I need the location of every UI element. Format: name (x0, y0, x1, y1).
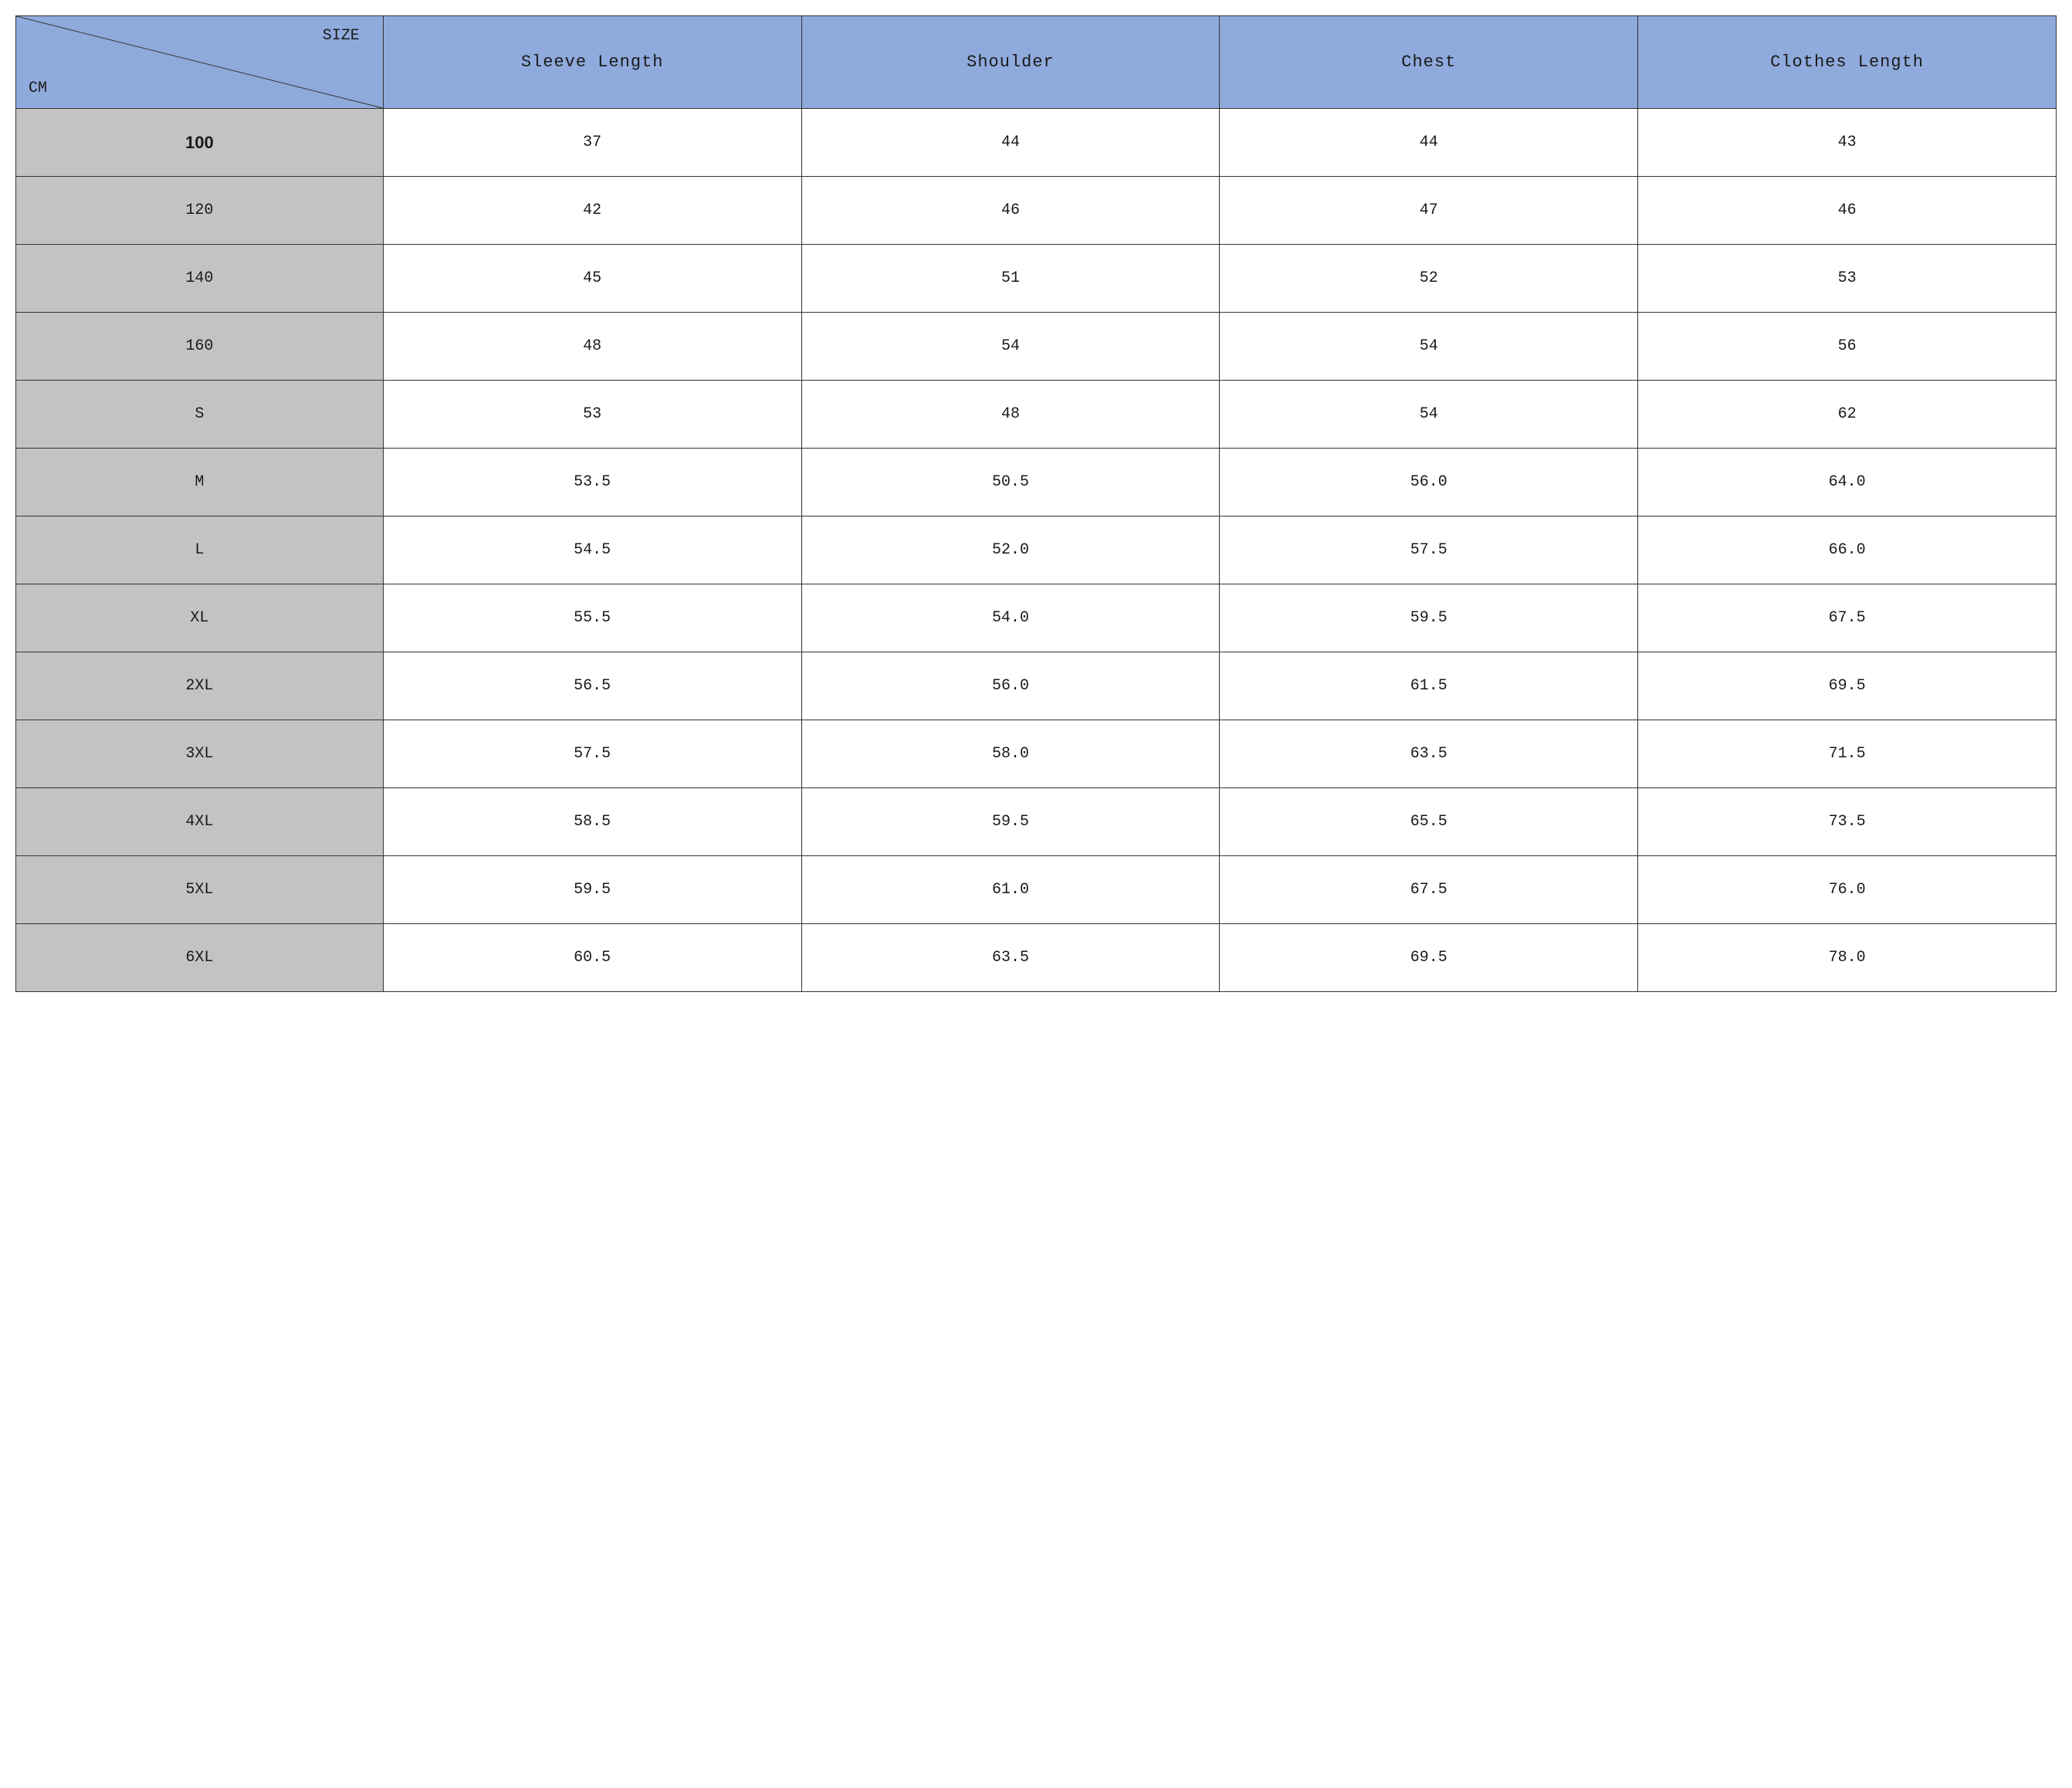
col-chest: Chest (1220, 16, 1638, 109)
table-cell: 46 (1638, 177, 2057, 245)
table-cell: 56.5 (383, 652, 801, 720)
table-cell: 57.5 (1220, 516, 1638, 584)
table-cell: 52.0 (801, 516, 1220, 584)
corner-size-label: SIZE (323, 27, 360, 45)
row-size-label: 140 (16, 245, 384, 313)
table-cell: 56.0 (801, 652, 1220, 720)
table-cell: 58.5 (383, 788, 801, 856)
row-size-label: S (16, 381, 384, 449)
table-cell: 63.5 (1220, 720, 1638, 788)
corner-cm-label: CM (29, 80, 47, 97)
table-cell: 69.5 (1220, 924, 1638, 992)
table-row: 10037444443 (16, 109, 2057, 177)
table-cell: 44 (1220, 109, 1638, 177)
row-size-label: 100 (16, 109, 384, 177)
table-cell: 56 (1638, 313, 2057, 381)
table-row: 16048545456 (16, 313, 2057, 381)
corner-cell: SIZE CM (16, 16, 384, 109)
header-row: SIZE CM Sleeve Length Shoulder Chest Clo… (16, 16, 2057, 109)
row-size-label: 5XL (16, 856, 384, 924)
table-cell: 78.0 (1638, 924, 2057, 992)
table-cell: 50.5 (801, 449, 1220, 516)
row-size-label: 2XL (16, 652, 384, 720)
table-cell: 71.5 (1638, 720, 2057, 788)
table-cell: 47 (1220, 177, 1638, 245)
table-cell: 42 (383, 177, 801, 245)
table-cell: 59.5 (1220, 584, 1638, 652)
row-size-label: 3XL (16, 720, 384, 788)
table-cell: 63.5 (801, 924, 1220, 992)
row-size-label: M (16, 449, 384, 516)
table-cell: 53.5 (383, 449, 801, 516)
col-clothes-length: Clothes Length (1638, 16, 2057, 109)
table-cell: 55.5 (383, 584, 801, 652)
table-cell: 67.5 (1638, 584, 2057, 652)
table-cell: 48 (801, 381, 1220, 449)
table-cell: 67.5 (1220, 856, 1638, 924)
row-size-label: L (16, 516, 384, 584)
table-cell: 54 (1220, 313, 1638, 381)
table-cell: 64.0 (1638, 449, 2057, 516)
row-size-label: 6XL (16, 924, 384, 992)
table-cell: 53 (383, 381, 801, 449)
table-cell: 56.0 (1220, 449, 1638, 516)
table-cell: 76.0 (1638, 856, 2057, 924)
table-row: L54.552.057.566.0 (16, 516, 2057, 584)
table-cell: 73.5 (1638, 788, 2057, 856)
table-cell: 46 (801, 177, 1220, 245)
table-cell: 45 (383, 245, 801, 313)
table-cell: 37 (383, 109, 801, 177)
table-cell: 51 (801, 245, 1220, 313)
table-cell: 54 (1220, 381, 1638, 449)
table-cell: 53 (1638, 245, 2057, 313)
row-size-label: 160 (16, 313, 384, 381)
table-row: M53.550.556.064.0 (16, 449, 2057, 516)
table-row: 2XL56.556.061.569.5 (16, 652, 2057, 720)
col-shoulder: Shoulder (801, 16, 1220, 109)
table-cell: 43 (1638, 109, 2057, 177)
table-cell: 44 (801, 109, 1220, 177)
table-cell: 54 (801, 313, 1220, 381)
table-row: 5XL59.561.067.576.0 (16, 856, 2057, 924)
table-row: XL55.554.059.567.5 (16, 584, 2057, 652)
table-cell: 60.5 (383, 924, 801, 992)
table-cell: 52 (1220, 245, 1638, 313)
table-cell: 65.5 (1220, 788, 1638, 856)
table-cell: 57.5 (383, 720, 801, 788)
size-chart-table: SIZE CM Sleeve Length Shoulder Chest Clo… (15, 15, 2057, 992)
table-cell: 61.0 (801, 856, 1220, 924)
table-cell: 58.0 (801, 720, 1220, 788)
table-cell: 54.5 (383, 516, 801, 584)
row-size-label: 120 (16, 177, 384, 245)
table-row: 6XL60.563.569.578.0 (16, 924, 2057, 992)
col-sleeve-length: Sleeve Length (383, 16, 801, 109)
table-row: S53485462 (16, 381, 2057, 449)
table-row: 4XL58.559.565.573.5 (16, 788, 2057, 856)
table-cell: 59.5 (383, 856, 801, 924)
row-size-label: XL (16, 584, 384, 652)
table-body: 1003744444312042464746140455152531604854… (16, 109, 2057, 992)
table-cell: 61.5 (1220, 652, 1638, 720)
table-cell: 69.5 (1638, 652, 2057, 720)
row-size-label: 4XL (16, 788, 384, 856)
table-cell: 48 (383, 313, 801, 381)
table-cell: 62 (1638, 381, 2057, 449)
table-cell: 66.0 (1638, 516, 2057, 584)
table-cell: 54.0 (801, 584, 1220, 652)
table-row: 3XL57.558.063.571.5 (16, 720, 2057, 788)
table-cell: 59.5 (801, 788, 1220, 856)
table-row: 14045515253 (16, 245, 2057, 313)
table-row: 12042464746 (16, 177, 2057, 245)
